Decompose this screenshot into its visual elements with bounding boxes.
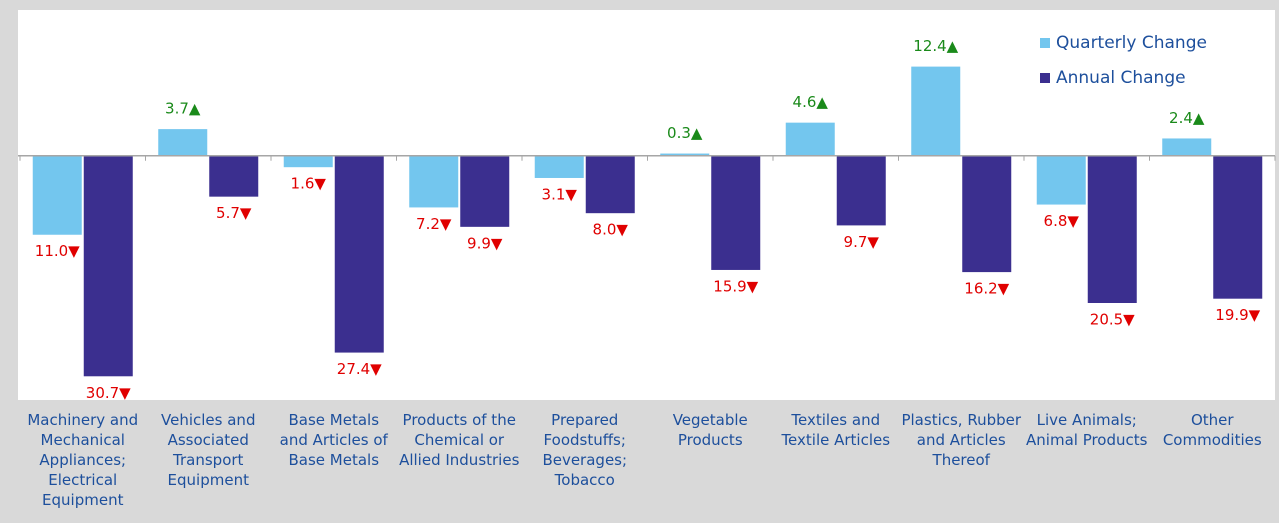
data-label: 15.9▼ (713, 277, 758, 295)
bar (962, 155, 1012, 273)
data-label: 27.4▼ (337, 360, 382, 378)
data-label: 7.2▼ (416, 215, 452, 233)
data-label: 4.6▲ (793, 93, 829, 111)
data-label: 1.6▼ (291, 175, 327, 193)
data-label: 30.7▼ (86, 384, 131, 402)
data-label: 11.0▼ (35, 242, 80, 260)
x-tick-label: Plastics, Rubber and Articles Thereof (901, 411, 1022, 469)
bar (1162, 138, 1212, 156)
x-tick-label: Live Animals; Animal Products (1026, 411, 1148, 449)
bar (585, 155, 635, 214)
bar (409, 155, 459, 208)
data-label: 20.5▼ (1090, 311, 1135, 329)
data-label: 12.4▲ (913, 37, 958, 55)
bar (1087, 155, 1137, 303)
x-tick-label: Textiles and Textile Articles (781, 411, 891, 449)
bar (334, 155, 384, 353)
x-tick-label: Base Metals and Articles of Base Metals (279, 411, 388, 469)
x-tick-label: Vehicles and Associated Transport Equipm… (161, 411, 256, 489)
bar (711, 155, 761, 270)
plot-area (18, 10, 1275, 400)
bar (785, 122, 835, 156)
bar (460, 155, 510, 227)
x-tick-label: Products of the Chemical or Allied Indus… (399, 411, 520, 469)
bar (1036, 155, 1086, 205)
data-label: 5.7▼ (216, 204, 252, 222)
data-label: 16.2▼ (964, 280, 1009, 298)
x-tick-label: Vegetable Products (672, 411, 748, 449)
data-label: 6.8▼ (1044, 212, 1080, 230)
legend-label: Quarterly Change (1056, 33, 1207, 53)
x-tick-label: Other Commodities (1162, 411, 1262, 449)
data-label: 8.0▼ (593, 221, 629, 239)
data-label: 0.3▲ (667, 124, 703, 142)
bar (32, 155, 82, 235)
data-label: 2.4▲ (1169, 109, 1205, 127)
data-label: 3.1▼ (542, 185, 578, 203)
legend-swatch (1040, 38, 1050, 48)
bar (534, 155, 584, 178)
bar (836, 155, 886, 226)
legend-swatch (1040, 73, 1050, 83)
bar (83, 155, 133, 377)
x-tick-label: Prepared Foodstuffs; Beverages; Tobacco (542, 411, 628, 489)
legend-label: Annual Change (1056, 68, 1186, 88)
bar (660, 153, 710, 156)
bar (158, 129, 208, 156)
bar (209, 155, 259, 197)
data-label: 3.7▲ (165, 100, 201, 118)
bar (1213, 155, 1263, 299)
data-label: 19.9▼ (1215, 306, 1260, 324)
data-label: 9.9▼ (467, 234, 503, 252)
x-tick-label: Machinery and Mechanical Appliances; Ele… (27, 411, 139, 509)
data-label: 9.7▼ (844, 233, 880, 251)
bar (283, 155, 333, 168)
bar (911, 66, 961, 156)
